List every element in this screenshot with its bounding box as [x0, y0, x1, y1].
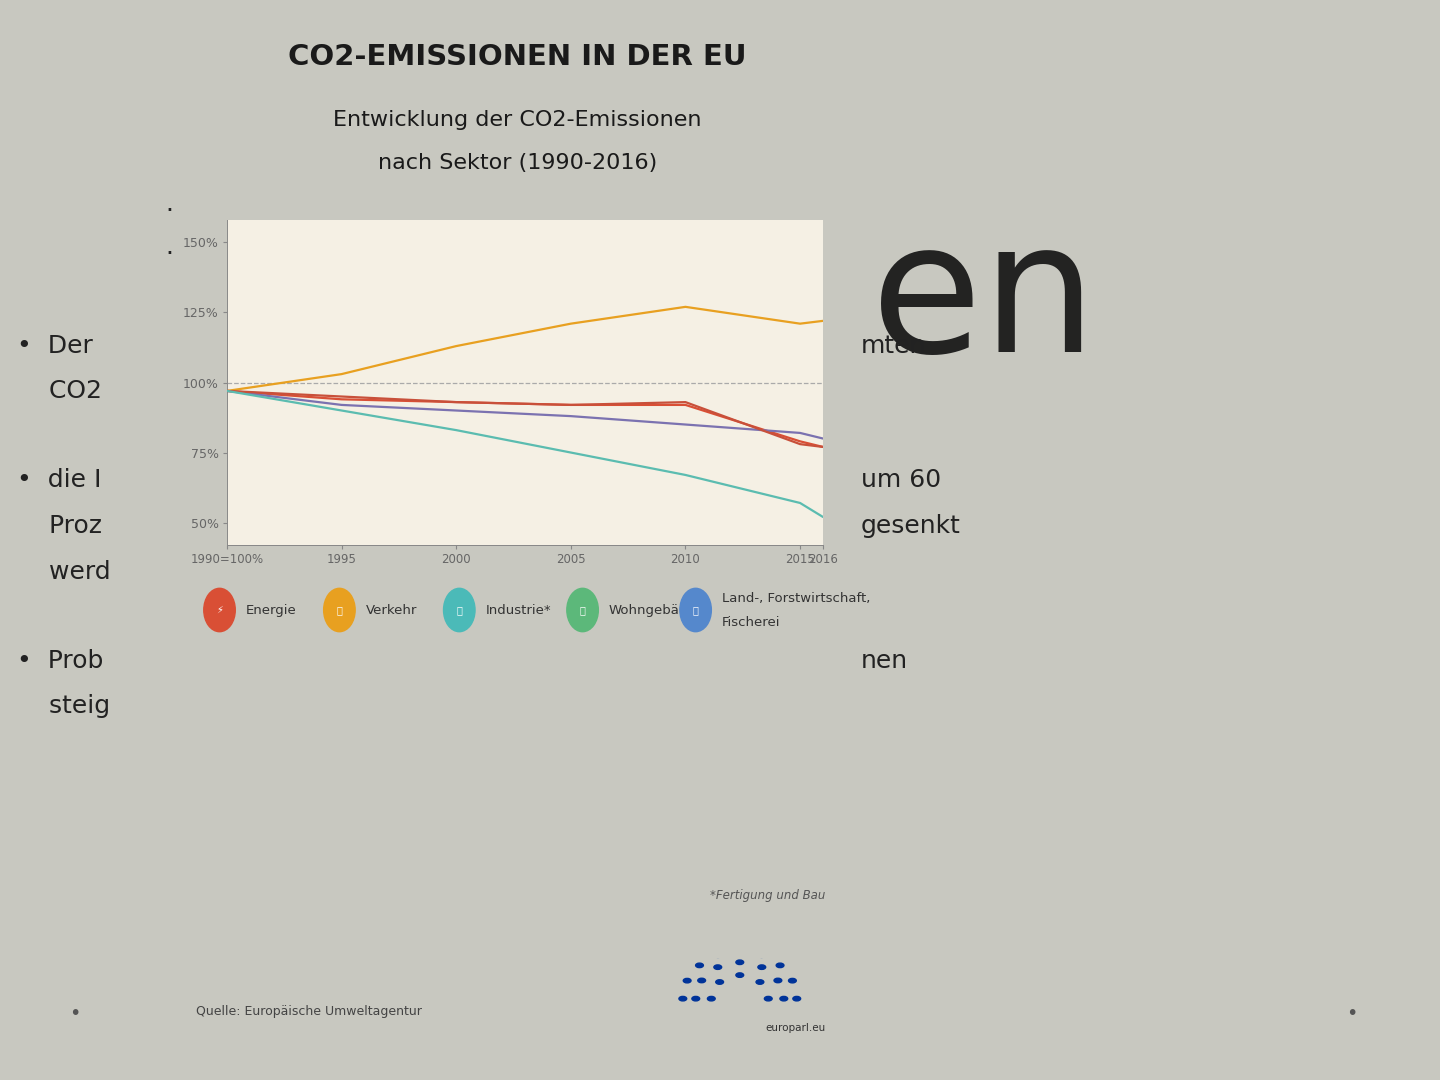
Circle shape — [707, 997, 716, 1001]
Circle shape — [204, 589, 235, 632]
Text: Proz: Proz — [17, 514, 102, 538]
Text: europarl.eu: europarl.eu — [765, 1023, 825, 1032]
Circle shape — [714, 953, 721, 957]
Circle shape — [716, 980, 723, 984]
Text: Quelle: Europäische Umweltagentur: Quelle: Europäische Umweltagentur — [196, 1005, 422, 1018]
Circle shape — [736, 960, 743, 964]
Circle shape — [567, 589, 599, 632]
Circle shape — [698, 978, 706, 983]
Text: nach Sektor (1990-2016): nach Sektor (1990-2016) — [377, 153, 657, 173]
Text: Entwicklung der CO2-Emissionen: Entwicklung der CO2-Emissionen — [333, 110, 701, 130]
Circle shape — [789, 978, 796, 983]
Circle shape — [696, 963, 703, 968]
Circle shape — [780, 997, 788, 1001]
Circle shape — [683, 978, 691, 983]
Circle shape — [714, 964, 721, 970]
Text: Land-, Forstwirtschaft,: Land-, Forstwirtschaft, — [721, 592, 870, 605]
Text: en: en — [871, 215, 1097, 390]
Text: um 60: um 60 — [861, 468, 942, 491]
Text: *Fertigung und Bau: *Fertigung und Bau — [710, 889, 825, 902]
Circle shape — [757, 953, 766, 957]
Circle shape — [756, 980, 763, 984]
Circle shape — [680, 589, 711, 632]
Text: CO2: CO2 — [17, 379, 102, 403]
Text: •: • — [1346, 1003, 1358, 1023]
Text: gesenkt: gesenkt — [861, 514, 960, 538]
Text: Verkehr: Verkehr — [366, 604, 416, 617]
Text: ⚡: ⚡ — [216, 605, 223, 615]
Text: nen: nen — [861, 649, 909, 673]
Text: Energie: Energie — [246, 604, 297, 617]
Text: Wohngebäude: Wohngebäude — [609, 604, 704, 617]
Text: •  Der: • Der — [17, 334, 94, 357]
Text: •: • — [69, 1003, 81, 1023]
Text: ·: · — [166, 242, 174, 266]
Circle shape — [775, 978, 782, 983]
Circle shape — [776, 963, 783, 968]
Text: Fischerei: Fischerei — [721, 616, 780, 629]
Text: ·: · — [166, 199, 174, 222]
Text: 🏠: 🏠 — [580, 605, 586, 615]
Text: •  die I: • die I — [17, 468, 102, 491]
Text: steig: steig — [17, 694, 111, 718]
Text: 🏭: 🏭 — [456, 605, 462, 615]
Circle shape — [678, 997, 687, 1001]
Text: CO2-EMISSIONEN IN DER EU: CO2-EMISSIONEN IN DER EU — [288, 43, 747, 71]
Circle shape — [736, 973, 743, 977]
Circle shape — [736, 949, 743, 954]
Circle shape — [324, 589, 356, 632]
Circle shape — [444, 589, 475, 632]
Circle shape — [757, 964, 766, 970]
Text: •  Prob: • Prob — [17, 649, 104, 673]
Text: mten: mten — [861, 334, 926, 357]
Text: 🚛: 🚛 — [337, 605, 343, 615]
Text: 🚜: 🚜 — [693, 605, 698, 615]
Text: werd: werd — [17, 561, 111, 584]
Circle shape — [691, 997, 700, 1001]
Circle shape — [793, 997, 801, 1001]
Circle shape — [765, 997, 772, 1001]
Text: Industrie*: Industrie* — [485, 604, 552, 617]
